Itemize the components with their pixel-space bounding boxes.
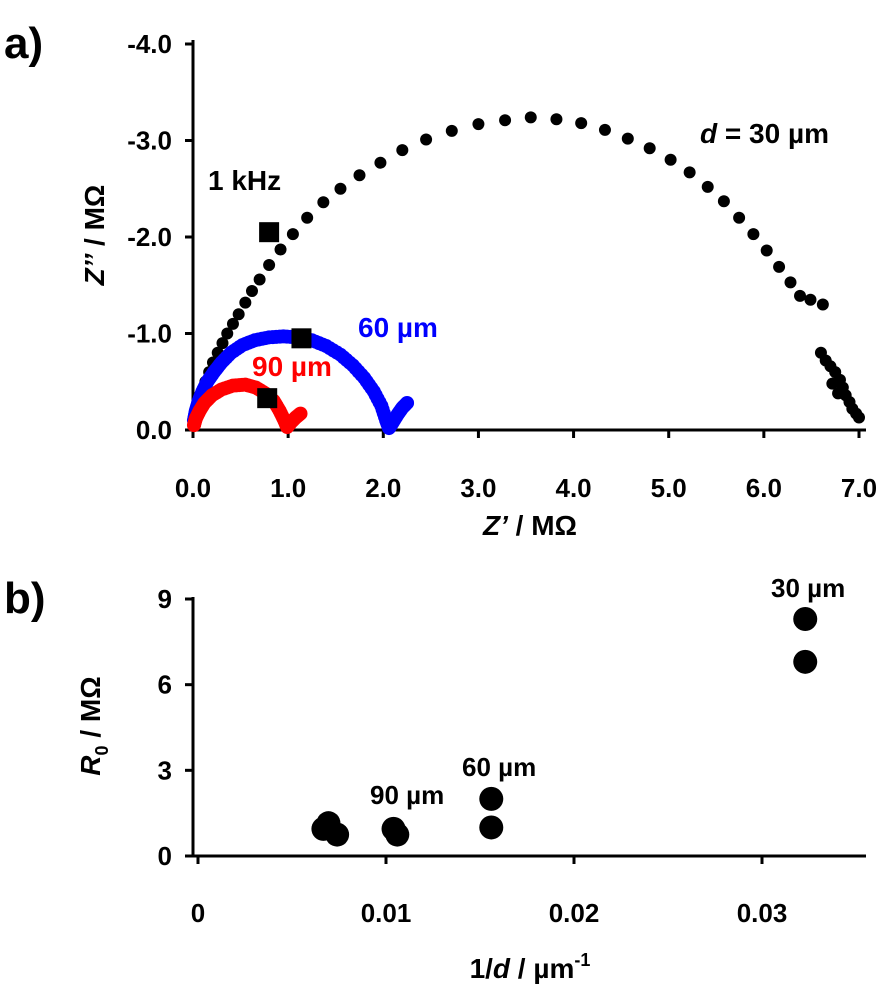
data-point bbox=[793, 606, 818, 631]
data-point bbox=[274, 243, 287, 256]
marker-1khz bbox=[291, 328, 312, 349]
data-point bbox=[445, 124, 458, 137]
data-point bbox=[816, 298, 829, 311]
data-point bbox=[472, 118, 485, 131]
a-x-tick-label: 3.0 bbox=[460, 473, 496, 503]
data-point bbox=[773, 260, 786, 273]
b-y-tick-label: 3 bbox=[158, 755, 172, 785]
label-90um-b: 90 µm bbox=[370, 780, 444, 810]
panel-b-x-label: 1/d / µm-1 bbox=[470, 950, 591, 984]
panel-a-label: a) bbox=[4, 19, 43, 68]
a-x-tick-label: 2.0 bbox=[365, 473, 401, 503]
label-90um-a: 90 µm bbox=[252, 351, 332, 382]
b-x-tick-label: 0 bbox=[191, 898, 205, 928]
data-point bbox=[398, 397, 413, 412]
data-point bbox=[524, 111, 537, 124]
data-point bbox=[760, 244, 773, 257]
panel-a-y-label: Z’’ / MΩ bbox=[79, 185, 110, 287]
data-point bbox=[550, 113, 563, 126]
data-point bbox=[784, 276, 797, 289]
b-y-tick-label: 6 bbox=[158, 670, 172, 700]
b-x-tick-label: 0.01 bbox=[361, 898, 412, 928]
label-60um-a: 60 µm bbox=[358, 312, 438, 343]
data-point bbox=[621, 132, 634, 145]
data-point bbox=[664, 153, 677, 166]
panel-a: a) 0.0 1.0 2.0 3.0 4.0 5.0 6.0 7.0 0.0 -1.0 -2.0 -… bbox=[4, 19, 877, 541]
data-point bbox=[226, 317, 239, 330]
data-point bbox=[733, 211, 746, 224]
data-point bbox=[301, 211, 314, 224]
data-point bbox=[479, 815, 504, 840]
data-point bbox=[334, 182, 347, 195]
panel-a-x-ticks: 0.0 1.0 2.0 3.0 4.0 5.0 6.0 7.0 bbox=[175, 430, 877, 503]
panel-b: b) 0 0.01 0.02 0.03 0 3 6 9 1/d / µm-1 R0 / MΩ… bbox=[4, 573, 866, 984]
data-point bbox=[794, 289, 807, 302]
marker-1khz bbox=[257, 388, 278, 409]
data-point bbox=[701, 180, 714, 193]
data-point bbox=[747, 228, 760, 241]
data-point bbox=[374, 156, 387, 169]
b-y-tick-label: 0 bbox=[158, 841, 172, 871]
series-90m bbox=[186, 377, 308, 435]
data-point bbox=[253, 273, 266, 286]
panel-b-y-ticks: 0 3 6 9 bbox=[158, 584, 193, 871]
b-y-tick-label: 9 bbox=[158, 584, 172, 614]
b-x-tick-label: 0.02 bbox=[549, 898, 600, 928]
data-point bbox=[216, 337, 229, 350]
data-point bbox=[232, 308, 245, 321]
data-point bbox=[832, 387, 845, 400]
data-point bbox=[853, 411, 865, 424]
data-point bbox=[793, 649, 818, 674]
data-point bbox=[385, 822, 410, 847]
data-point bbox=[286, 228, 299, 241]
data-point bbox=[239, 296, 252, 309]
series-30m bbox=[188, 111, 865, 432]
label-30um-a: d = 30 µm bbox=[700, 118, 829, 149]
panel-b-y-label: R0 / MΩ bbox=[75, 676, 112, 775]
a-x-tick-label: 6.0 bbox=[746, 473, 782, 503]
a-y-tick-label: 0.0 bbox=[136, 415, 172, 445]
data-point bbox=[317, 196, 330, 209]
data-point bbox=[245, 285, 258, 298]
data-point bbox=[420, 133, 433, 146]
a-x-tick-label: 4.0 bbox=[555, 473, 591, 503]
data-point bbox=[804, 293, 817, 306]
data-point bbox=[325, 822, 350, 847]
a-y-tick-label: -2.0 bbox=[127, 222, 172, 252]
panel-b-points bbox=[311, 606, 818, 847]
b-x-tick-label: 0.03 bbox=[737, 898, 788, 928]
data-point bbox=[643, 142, 656, 155]
panel-b-label: b) bbox=[4, 574, 46, 623]
panel-a-x-label: Z’ / MΩ bbox=[482, 510, 577, 541]
data-point bbox=[263, 258, 276, 271]
a-y-tick-label: -1.0 bbox=[127, 319, 172, 349]
label-1khz: 1 kHz bbox=[208, 165, 281, 196]
data-point bbox=[292, 407, 307, 422]
data-point bbox=[396, 144, 409, 157]
panel-a-series bbox=[186, 111, 865, 436]
data-point bbox=[575, 117, 588, 130]
a-y-tick-label: -4.0 bbox=[127, 29, 172, 59]
data-point bbox=[717, 195, 730, 208]
panel-a-1khz-markers bbox=[257, 222, 312, 409]
data-point bbox=[683, 166, 696, 179]
a-x-tick-label: 1.0 bbox=[270, 473, 306, 503]
panel-a-y-ticks: 0.0 -1.0 -2.0 -3.0 -4.0 bbox=[127, 29, 193, 445]
data-point bbox=[353, 169, 366, 182]
marker-1khz bbox=[259, 222, 280, 243]
panel-b-x-ticks: 0 0.01 0.02 0.03 bbox=[191, 856, 788, 928]
data-point bbox=[826, 377, 839, 390]
data-point bbox=[221, 327, 234, 340]
data-point bbox=[479, 786, 504, 811]
a-x-tick-label: 7.0 bbox=[841, 473, 877, 503]
label-60um-b: 60 µm bbox=[462, 752, 536, 782]
a-x-tick-label: 0.0 bbox=[175, 473, 211, 503]
data-point bbox=[598, 123, 611, 136]
label-30um-b: 30 µm bbox=[771, 573, 845, 603]
data-point bbox=[499, 114, 512, 127]
a-x-tick-label: 5.0 bbox=[651, 473, 687, 503]
a-y-tick-label: -3.0 bbox=[127, 126, 172, 156]
